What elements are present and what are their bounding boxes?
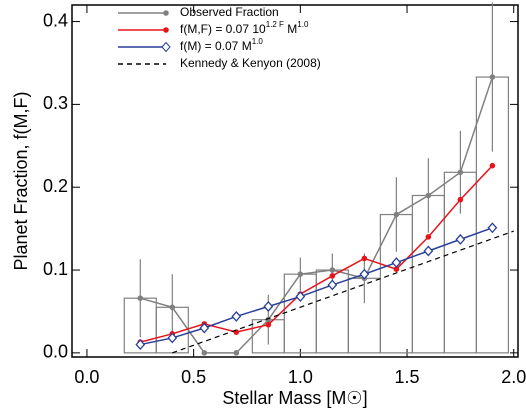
marker bbox=[329, 267, 336, 273]
legend-text: f(M) = 0.07 M1.0 bbox=[180, 37, 263, 53]
plot-frame bbox=[71, 4, 519, 358]
marker bbox=[201, 350, 208, 356]
marker bbox=[391, 257, 402, 269]
marker bbox=[455, 233, 466, 245]
marker bbox=[489, 162, 496, 169]
y-tick-label: 0.0 bbox=[43, 342, 68, 362]
marker bbox=[393, 266, 400, 273]
marker bbox=[359, 268, 370, 280]
marker bbox=[263, 300, 274, 312]
marker bbox=[329, 273, 336, 279]
marker bbox=[393, 211, 400, 218]
x-tick-label: 0.5 bbox=[181, 367, 206, 387]
marker bbox=[231, 310, 242, 322]
marker bbox=[265, 321, 272, 328]
legend-marker bbox=[161, 41, 171, 53]
series-line bbox=[140, 165, 493, 343]
legend-text: f(M,F) = 0.07 101.2 F M1.0 bbox=[180, 20, 309, 36]
legend-text-part: 1.2 F bbox=[266, 20, 284, 29]
x-tick-label: 1.0 bbox=[288, 367, 313, 387]
legend-text-part: 1.0 bbox=[252, 37, 264, 46]
y-tick-label: 0.3 bbox=[43, 93, 68, 113]
series-line bbox=[172, 230, 514, 354]
legend-text-part: 1.0 bbox=[297, 20, 309, 29]
marker bbox=[425, 192, 432, 199]
marker bbox=[233, 350, 240, 356]
y-tick-label: 0.1 bbox=[43, 259, 68, 279]
y-tick-label: 0.4 bbox=[43, 10, 68, 30]
marker bbox=[423, 245, 434, 257]
marker bbox=[457, 196, 464, 203]
y-axis-label: Planet Fraction, f(M,F) bbox=[11, 91, 31, 270]
marker bbox=[489, 74, 496, 80]
x-tick-label: 2.0 bbox=[501, 367, 526, 387]
marker bbox=[167, 332, 178, 344]
marker bbox=[425, 234, 432, 240]
marker bbox=[199, 322, 210, 334]
series-line bbox=[140, 76, 494, 354]
series-line bbox=[140, 227, 493, 346]
marker bbox=[169, 304, 176, 311]
marker bbox=[361, 255, 368, 262]
marker bbox=[297, 271, 304, 277]
legend-marker bbox=[163, 10, 169, 16]
x-tick-label: 1.5 bbox=[395, 367, 420, 387]
y-tick-label: 0.2 bbox=[43, 176, 68, 196]
x-tick-label: 0.0 bbox=[74, 367, 99, 387]
marker bbox=[327, 279, 338, 291]
legend-text: Kennedy & Kenyon (2008) bbox=[180, 56, 321, 70]
legend-text-part: f(M) = 0.07 M bbox=[180, 39, 252, 53]
marker bbox=[135, 339, 146, 351]
legend-text-part: M bbox=[284, 22, 297, 36]
marker bbox=[137, 295, 144, 301]
x-axis-label: Stellar Mass [M☉] bbox=[222, 388, 367, 408]
legend-text-part: f(M,F) = 0.07 10 bbox=[180, 22, 266, 36]
legend-text: Observed Fraction bbox=[180, 5, 279, 19]
marker bbox=[457, 169, 464, 176]
marker bbox=[487, 222, 498, 234]
marker bbox=[295, 291, 306, 303]
legend-marker bbox=[163, 27, 169, 33]
